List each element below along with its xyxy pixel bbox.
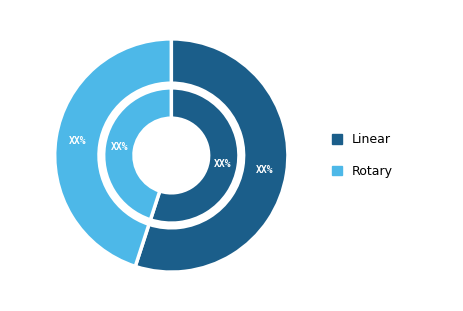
Wedge shape [104, 88, 171, 220]
Wedge shape [150, 88, 239, 223]
Wedge shape [55, 39, 171, 267]
Text: XX%: XX% [111, 142, 128, 152]
Legend: Linear, Rotary: Linear, Rotary [332, 133, 393, 178]
Text: XX%: XX% [256, 165, 274, 175]
Wedge shape [135, 39, 288, 272]
Text: XX%: XX% [214, 159, 232, 169]
Text: XX%: XX% [69, 136, 87, 146]
